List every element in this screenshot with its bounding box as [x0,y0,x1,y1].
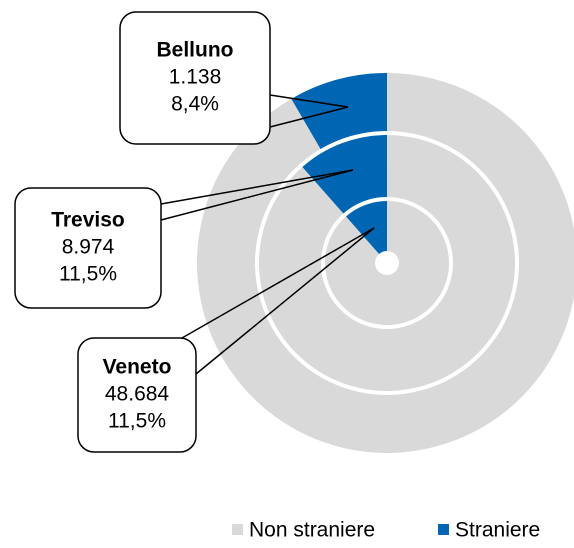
callout-count: 48.684 [105,383,170,406]
ring-share [345,201,387,254]
ring-rest [324,201,449,325]
callout-name: Treviso [51,209,125,232]
callout-share: 11,5% [59,263,117,286]
callout-pointer [195,227,375,375]
ring-share [302,135,387,214]
callout-share: 11,5% [108,410,166,433]
ring-rest [258,135,515,391]
ring-rest [197,73,574,453]
callout-pointer [181,227,375,339]
legend-label: Straniere [455,519,540,542]
callout-pointer [160,169,354,221]
callout-box [77,337,197,453]
callout-count: 8.974 [62,236,115,259]
callout-count: 1.138 [169,66,222,89]
callout-box [119,11,271,145]
legend-label: Non straniere [249,519,375,542]
callout-name: Veneto [103,356,172,379]
callout-pointer [269,106,349,128]
callout-box [14,187,162,309]
callout-pointer [269,94,349,108]
ring-share [291,73,387,149]
legend-swatch [438,524,449,535]
callout-share: 8,4% [171,93,219,116]
legend-swatch [232,524,243,535]
callout-name: Belluno [157,39,234,62]
callout-pointer [160,169,354,205]
